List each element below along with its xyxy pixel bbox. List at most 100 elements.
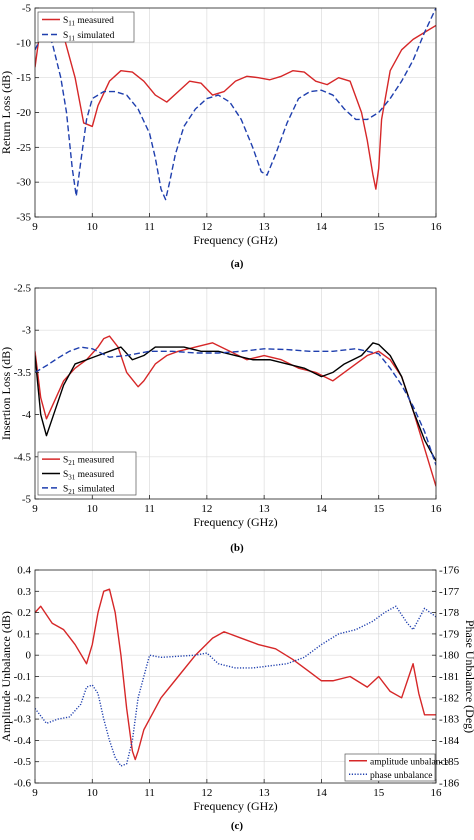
y-tick-label: 0.2 <box>17 607 31 619</box>
y-right-tick-label: -186 <box>439 778 460 790</box>
legend-entry: S11 measured <box>63 16 114 28</box>
series-line-2 <box>35 346 436 466</box>
y-axis-label-right: Phase Unbalance (Deg) <box>463 620 474 733</box>
y-tick-label: 0 <box>26 650 32 662</box>
x-tick-label: 10 <box>87 787 99 799</box>
y-tick-label: 0.1 <box>17 628 31 640</box>
legend-entry: amplitude unbalance <box>370 757 449 767</box>
x-axis-label: Frequency (GHz) <box>193 233 277 247</box>
y-tick-label: -0.1 <box>14 671 31 683</box>
x-tick-label: 13 <box>259 503 271 515</box>
x-tick-label: 11 <box>144 787 155 799</box>
y-axis-label: Return Loss (dB) <box>0 71 13 154</box>
x-tick-label: 12 <box>201 787 212 799</box>
y-tick-label: -10 <box>16 37 31 49</box>
x-tick-label: 15 <box>373 503 385 515</box>
x-tick-label: 13 <box>259 787 271 799</box>
y-tick-label: -30 <box>16 177 31 189</box>
x-axis-label: Frequency (GHz) <box>193 799 277 813</box>
series-line-0 <box>35 588 436 761</box>
x-tick-label: 16 <box>431 787 443 799</box>
x-tick-label: 13 <box>259 221 271 233</box>
y-tick-label: -4.5 <box>14 451 32 463</box>
x-tick-label: 10 <box>87 503 99 515</box>
x-tick-label: 12 <box>201 221 212 233</box>
curves <box>35 8 436 201</box>
panel-caption: (c) <box>231 820 244 832</box>
x-tick-label: 11 <box>144 503 155 515</box>
y-right-tick-label: -177 <box>439 586 460 598</box>
x-tick-label: 12 <box>201 503 212 515</box>
y-right-tick-label: -178 <box>439 607 460 619</box>
legend-entry: S11 simulated <box>63 31 115 43</box>
series-line-1 <box>35 8 436 201</box>
y-tick-label: -0.5 <box>14 756 32 768</box>
y-tick-label: -3.5 <box>14 367 32 379</box>
y-right-tick-label: -185 <box>439 756 460 768</box>
y-tick-label: -0.4 <box>14 735 32 747</box>
legend-entry: S31 measured <box>63 470 114 482</box>
curves <box>35 335 436 487</box>
x-tick-label: 9 <box>32 503 38 515</box>
y-tick-label: -2.5 <box>14 283 32 295</box>
legend-box <box>344 753 436 782</box>
y-tick-label: -5 <box>22 3 32 15</box>
y-axis-label: Insertion Loss (dB) <box>0 347 13 440</box>
x-tick-label: 15 <box>373 221 385 233</box>
legend: amplitude unbalance phase unbalance <box>344 753 449 782</box>
axis-ticks: 9 10 11 12 13 14 15 16 -35 -30 -25 -20 -15 -10 -5 <box>16 3 442 234</box>
grid-lines <box>34 7 437 218</box>
y-tick-label: 0.4 <box>17 565 31 577</box>
y-tick-label: -20 <box>16 107 31 119</box>
y-tick-label: -3 <box>22 325 32 337</box>
legend-box <box>37 11 135 43</box>
x-tick-label: 14 <box>316 787 328 799</box>
panel-caption: (b) <box>230 542 244 554</box>
y-tick-label: -5 <box>22 494 32 506</box>
legend-entry: S21 simulated <box>63 484 115 496</box>
curves <box>35 588 436 767</box>
panel-c-unbalance-chart: 9 10 11 12 13 14 15 16 -0.6 -0.5 -0.4 -0.3 -0.2 -0.1 0… <box>0 565 474 833</box>
legend: S21 measured S31 measured S21 simulated <box>37 451 137 496</box>
x-tick-label: 11 <box>144 221 155 233</box>
y-right-tick-label: -179 <box>439 628 460 640</box>
legend: S11 measured S11 simulated <box>37 11 135 43</box>
panel-a-return-loss-chart: 9 10 11 12 13 14 15 16 -35 -30 -25 -20 -15 -10 -5 Freq… <box>0 3 442 271</box>
x-tick-label: 15 <box>373 787 385 799</box>
axis-ticks: 9 10 11 12 13 14 15 16 -0.6 -0.5 -0.4 -0.3 -0.2 -0.1 0… <box>14 565 460 800</box>
y-tick-label: -4 <box>22 409 32 421</box>
y-tick-label: -0.2 <box>14 692 31 704</box>
y-right-tick-label: -184 <box>439 735 460 747</box>
y-tick-label: -15 <box>16 72 31 84</box>
x-axis-label: Frequency (GHz) <box>193 515 277 529</box>
y-tick-label: -25 <box>16 142 31 154</box>
x-tick-label: 9 <box>32 787 38 799</box>
series-line-0 <box>35 335 436 487</box>
x-tick-label: 14 <box>316 503 328 515</box>
panel-b-insertion-loss-chart: 9 10 11 12 13 14 15 16 -5 -4.5 -4 -3.5 -3 -2.5 Freque… <box>0 283 442 555</box>
x-tick-label: 16 <box>431 503 443 515</box>
y-tick-label: -35 <box>16 212 31 224</box>
plot-frame <box>34 287 437 500</box>
y-right-tick-label: -182 <box>439 692 459 704</box>
panel-caption: (a) <box>231 258 244 270</box>
y-tick-label: -0.6 <box>14 778 32 790</box>
legend-entry: S21 measured <box>63 456 114 468</box>
y-tick-label: -0.3 <box>14 714 32 726</box>
y-right-tick-label: -176 <box>439 565 460 577</box>
x-tick-label: 10 <box>87 221 99 233</box>
y-axis-label: Amplitude Unbalance (dB) <box>0 611 13 742</box>
legend-entry: phase unbalance <box>370 771 433 781</box>
series-line-0 <box>35 17 436 190</box>
y-right-tick-label: -180 <box>439 650 460 662</box>
series-line-1 <box>35 342 436 462</box>
y-right-tick-label: -181 <box>439 671 459 683</box>
grid-lines <box>34 569 437 784</box>
series-line-1 <box>35 605 436 767</box>
y-tick-label: 0.3 <box>17 586 31 598</box>
axis-ticks: 9 10 11 12 13 14 15 16 -5 -4.5 -4 -3.5 -3 -2.5 <box>14 283 442 516</box>
x-tick-label: 14 <box>316 221 328 233</box>
x-tick-label: 9 <box>32 221 38 233</box>
x-tick-label: 16 <box>431 221 443 233</box>
